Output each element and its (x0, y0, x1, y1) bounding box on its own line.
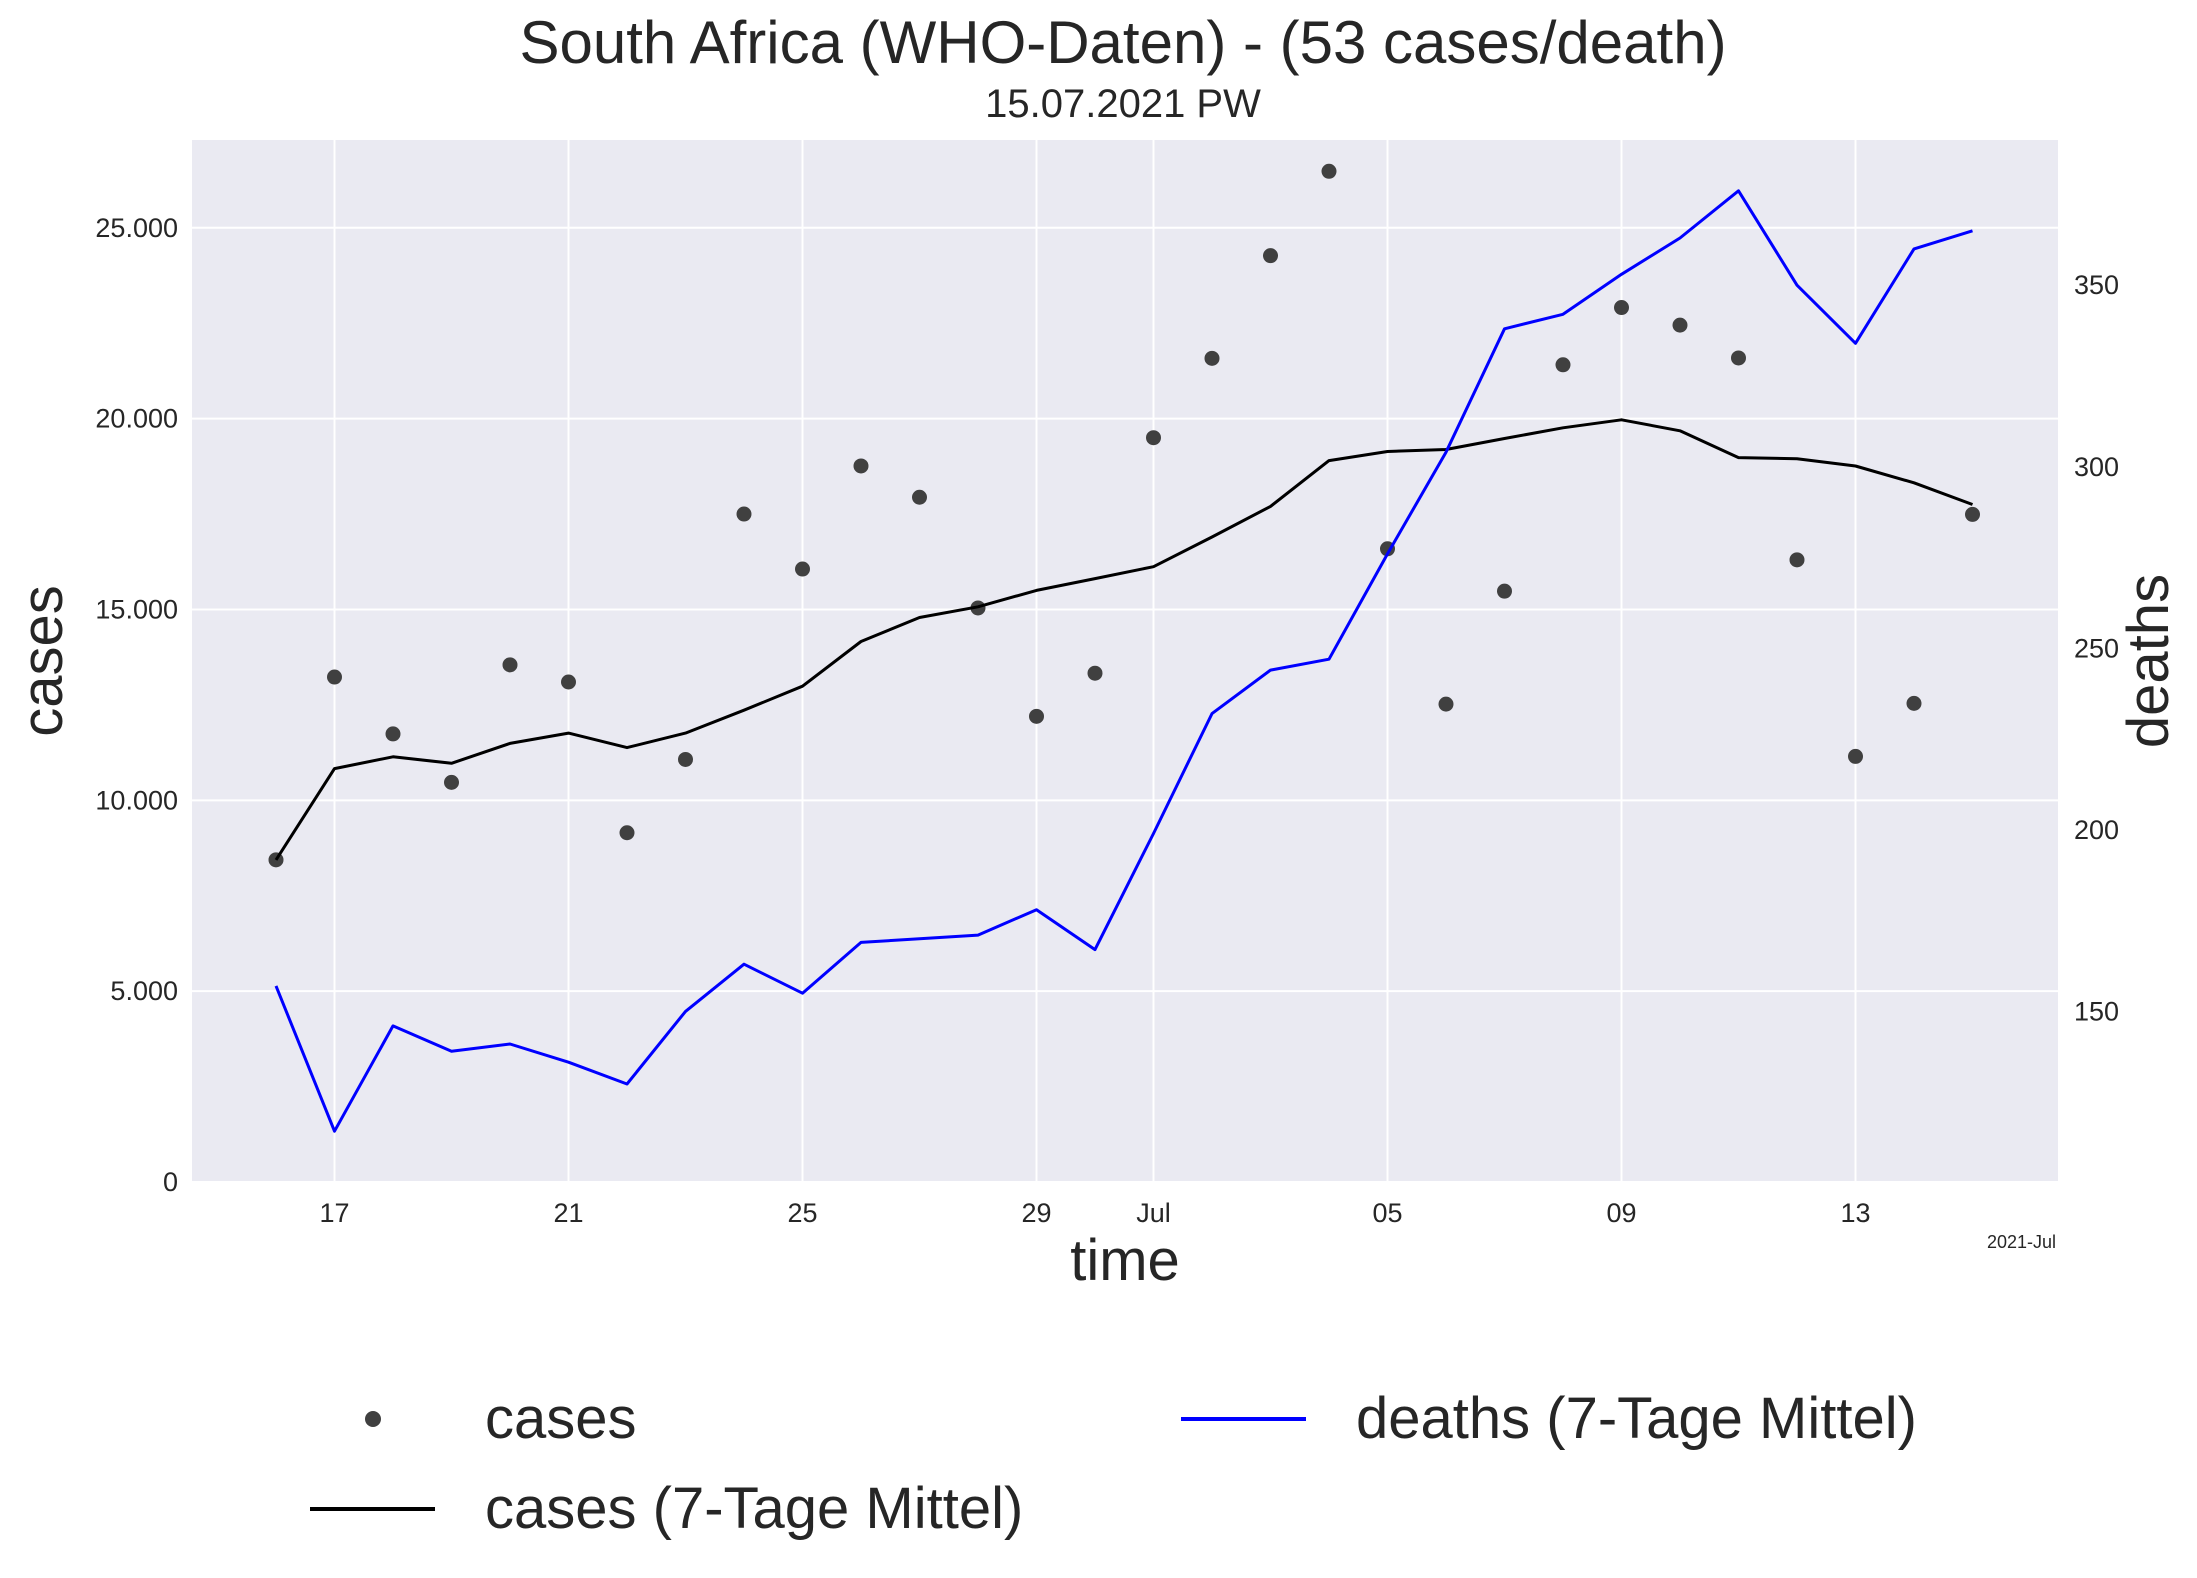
x-tick-label: Jul (1136, 1198, 1171, 1228)
y-tick-label-right: 200 (2074, 815, 2119, 845)
x-tick-label: 05 (1372, 1198, 1402, 1228)
x-tick-label: 25 (787, 1198, 817, 1228)
data-point-cases (1087, 665, 1103, 681)
data-point-cases (1848, 748, 1863, 764)
series-layer (268, 163, 1980, 1133)
data-point-cases (1555, 357, 1571, 373)
y-tick-label-left: 5.000 (110, 976, 178, 1006)
plot-area (192, 140, 2058, 1182)
data-point-cases (1614, 300, 1629, 316)
y-tick-label-right: 250 (2074, 633, 2119, 663)
data-point-cases (1263, 248, 1278, 264)
series-line-cases-7-tage-mittel (274, 418, 1974, 861)
data-point-cases (502, 657, 518, 673)
x-tick-label: 21 (553, 1198, 583, 1228)
data-point-cases (327, 669, 342, 685)
data-point-cases (1497, 583, 1512, 599)
data-point-cases (1672, 317, 1688, 333)
data-point-cases (619, 825, 635, 841)
data-point-cases (1906, 695, 1922, 711)
data-point-cases (736, 506, 752, 522)
x-tick-label: 17 (319, 1198, 349, 1228)
y-tick-label-left: 0 (163, 1167, 178, 1197)
data-point-cases (1438, 696, 1454, 712)
legend-marker-cases (365, 1411, 381, 1427)
chart-title: South Africa (WHO-Daten) - (53 cases/dea… (519, 9, 1727, 76)
y-tick-label-left: 15.000 (95, 594, 178, 624)
data-point-cases (1965, 506, 1980, 522)
y-tick-label-right: 150 (2074, 996, 2119, 1026)
data-point-cases (385, 726, 401, 742)
x-tick-label: 29 (1021, 1198, 1051, 1228)
data-point-cases (1029, 708, 1044, 724)
data-point-cases (678, 751, 693, 767)
data-point-cases (444, 774, 459, 790)
data-point-cases (1204, 350, 1220, 366)
x-axis-offset-label: 2021-Jul (1987, 1232, 2056, 1252)
data-point-cases (853, 458, 869, 474)
data-point-cases (795, 561, 810, 577)
grid (192, 140, 2058, 1183)
x-tick-label: 09 (1606, 1198, 1636, 1228)
y-axis-label-left: cases (10, 585, 75, 737)
data-point-cases (912, 489, 927, 505)
series-line-deaths-7-tage-mittel (274, 189, 1973, 1133)
y-axis-label-right: deaths (2116, 574, 2181, 748)
y-tick-label-right: 350 (2074, 270, 2119, 300)
data-point-cases (1789, 552, 1805, 568)
y-tick-label-left: 25.000 (95, 213, 178, 243)
data-point-cases (1731, 350, 1746, 366)
x-axis-label: time (1070, 1228, 1180, 1293)
data-point-cases (1146, 430, 1161, 446)
y-tick-label-right: 300 (2074, 452, 2119, 482)
ticks: 17 21 25 29 Jul 05 09 13 0 5.000 10.000 15.000 20.00… (95, 213, 2119, 1228)
y-tick-label-left: 10.000 (95, 785, 178, 815)
data-point-cases (1321, 163, 1337, 179)
data-point-cases (561, 674, 576, 690)
x-tick-label: 13 (1840, 1198, 1870, 1228)
chart-subtitle: 15.07.2021 PW (985, 82, 1261, 126)
y-tick-label-left: 20.000 (95, 404, 178, 434)
